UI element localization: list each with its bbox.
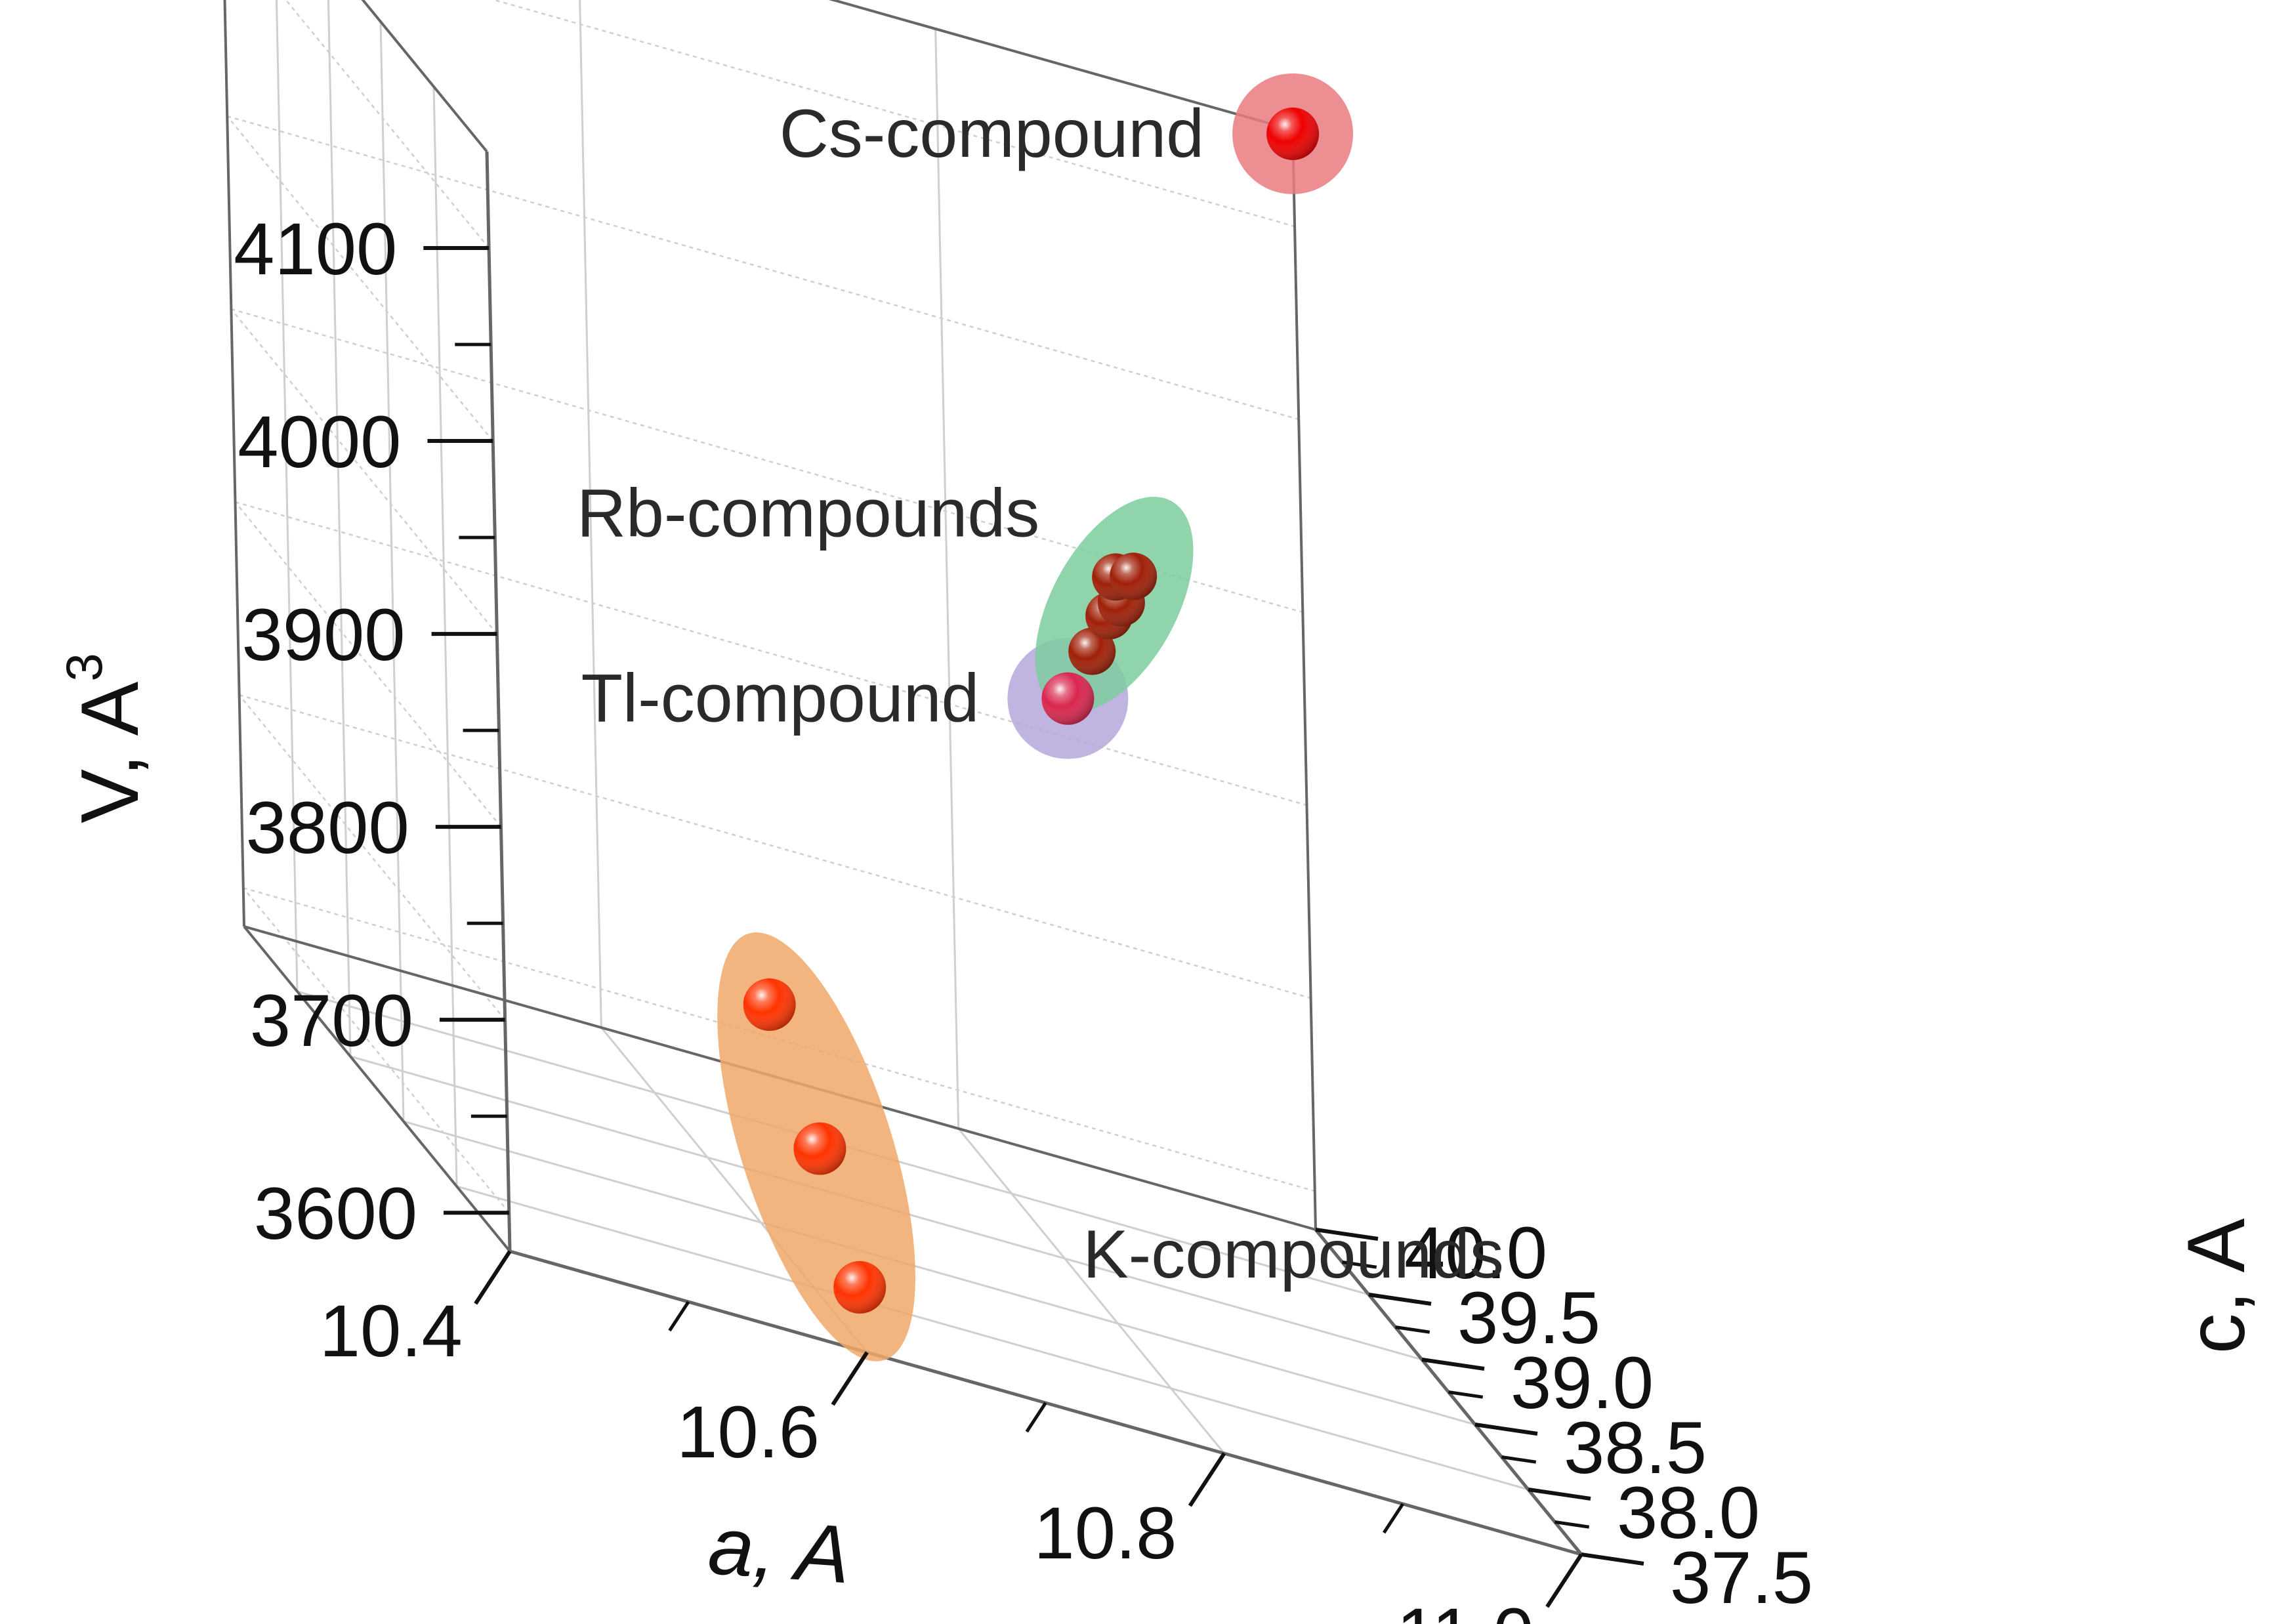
side-grid-v-4	[226, 115, 494, 442]
data-points	[743, 107, 1320, 1314]
a-tick-label-0: 10.4	[320, 1290, 463, 1372]
tl-compound-point-shine-0	[1041, 672, 1095, 725]
floor-grid-c-2	[403, 1120, 1476, 1426]
top-back-edge	[828, 0, 1293, 131]
c-minor-tick-1	[1501, 1455, 1537, 1464]
back-grid-a-1	[579, 0, 602, 1028]
side-grid-v-3	[230, 308, 498, 635]
c-tick-label-1: 38.0	[1617, 1472, 1760, 1554]
back-left-vertical-edge	[223, 0, 245, 927]
c-tick-0	[1581, 1552, 1644, 1566]
a-tick-label-2: 10.8	[1033, 1492, 1177, 1574]
a-tick-2	[1188, 1452, 1226, 1507]
k-compounds-point-shine-0	[833, 1260, 886, 1314]
c-axis-title: c, A	[2171, 1218, 2262, 1354]
side-grid-v-1	[238, 694, 506, 1020]
k-compounds-point-shine-1	[793, 1122, 846, 1175]
v-tick-label-5: 4100	[234, 208, 397, 290]
c-minor-tick-0	[1554, 1520, 1590, 1529]
c-tick-2	[1474, 1423, 1538, 1436]
v-axis-title: V, A3	[55, 653, 156, 823]
a-minor-tick-1	[1025, 1402, 1047, 1433]
v-tick-label-4: 4000	[238, 401, 401, 483]
cs-compound-label: Cs-compound	[780, 96, 1204, 172]
c-tick-label-3: 39.0	[1511, 1342, 1654, 1424]
v-tick-label-0: 3600	[254, 1173, 417, 1255]
c-tick-label-2: 38.5	[1564, 1407, 1707, 1489]
c-tick-3	[1421, 1358, 1485, 1371]
chart-text: 10.4 10.6 10.8 11.0 37.538.038.539.039.540.0…	[55, 96, 2262, 1624]
floor-grid-c-1	[456, 1185, 1529, 1491]
cs-compound-point-shine-0	[1266, 107, 1320, 160]
rb-compounds-point-shine-4	[1110, 552, 1157, 600]
c-minor-tick-2	[1448, 1390, 1484, 1399]
side-grid-v-0	[242, 887, 510, 1213]
a-tick-label-3: 11.0	[1396, 1593, 1534, 1624]
side-grid-c-2	[379, 21, 405, 1122]
v-axis-line	[485, 151, 512, 1252]
c-tick-label-0: 37.5	[1670, 1537, 1813, 1619]
c-minor-tick-3	[1395, 1325, 1430, 1334]
back-grid-a-2	[934, 28, 960, 1129]
v-tick-label-3: 3900	[241, 594, 405, 676]
a-tick-label-1: 10.6	[677, 1391, 820, 1473]
floor-grid-a-2	[957, 1128, 1225, 1454]
a-tick-1	[831, 1351, 869, 1406]
k-compounds-label: K-compounds	[1083, 1217, 1504, 1293]
top-left-edge	[361, 0, 488, 153]
rb-compounds-point-shine-0	[1068, 627, 1116, 675]
v-axis-title-superscript: 3	[55, 653, 113, 681]
side-grid-c-1	[432, 86, 458, 1187]
v-tick-label-2: 3800	[246, 787, 409, 869]
floor-left-edge	[243, 925, 511, 1253]
c-minor-tick-4	[1342, 1260, 1377, 1269]
a-minor-tick-2	[1383, 1503, 1404, 1534]
k-compounds-point-shine-2	[743, 978, 796, 1031]
back-right-vertical-edge	[1291, 129, 1317, 1230]
c-tick-label-5: 40.0	[1404, 1212, 1547, 1294]
tl-compound-label: Tl-compound	[581, 661, 979, 737]
a-tick-0	[474, 1250, 512, 1305]
c-tick-4	[1368, 1293, 1432, 1306]
axis-ticks	[423, 246, 1644, 1608]
c-tick-label-4: 39.5	[1457, 1277, 1600, 1359]
v-tick-label-1: 3700	[250, 980, 413, 1062]
side-grid-v-2	[234, 501, 502, 827]
a-axis-title: a, A	[705, 1501, 853, 1601]
side-grid-c-3	[327, 0, 352, 1057]
a-minor-tick-0	[668, 1301, 690, 1332]
c-tick-5	[1315, 1228, 1379, 1241]
a-tick-3	[1545, 1553, 1583, 1608]
c-tick-1	[1528, 1488, 1591, 1501]
side-grid-c-4	[275, 0, 299, 992]
rb-compounds-label: Rb-compounds	[577, 476, 1039, 552]
